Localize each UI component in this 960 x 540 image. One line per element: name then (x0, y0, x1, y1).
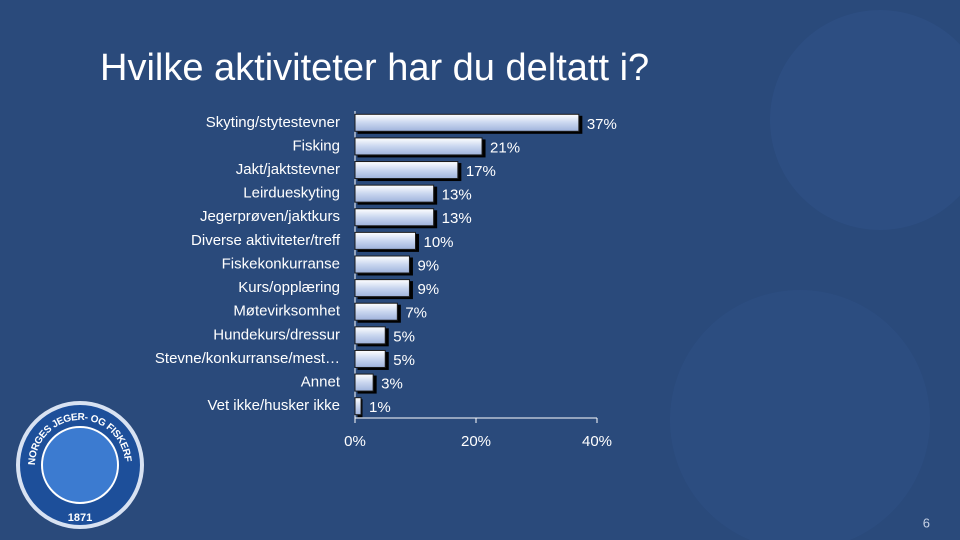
category-label: Stevne/konkurranse/mest… (155, 350, 340, 367)
value-label: 37% (587, 116, 617, 133)
category-label: Jakt/jaktstevner (236, 161, 340, 178)
bar (354, 302, 398, 321)
value-label: 5% (393, 352, 415, 369)
value-label: 9% (417, 257, 439, 274)
category-label: Kurs/opplæring (238, 279, 340, 296)
category-label: Møtevirksomhet (233, 303, 341, 320)
bar (354, 184, 435, 203)
category-label: Leirdueskyting (243, 185, 340, 202)
x-tick-label: 0% (344, 433, 366, 450)
bar (354, 137, 483, 156)
bar (354, 279, 410, 298)
value-label: 10% (424, 234, 454, 251)
chart: 0% 20% 40% Skyting/stytestevner 37% Fisking 21… (155, 111, 617, 450)
value-label: 3% (381, 376, 403, 393)
bar (354, 397, 362, 416)
category-label: Diverse aktiviteter/treff (191, 232, 341, 249)
value-label: 13% (442, 210, 472, 227)
bar (354, 255, 410, 274)
category-label: Hundekurs/dressur (213, 326, 340, 343)
decoration (770, 10, 960, 230)
logo-year: 1871 (68, 512, 92, 524)
value-label: 1% (369, 399, 391, 416)
value-label: 9% (417, 281, 439, 298)
bar (354, 349, 386, 368)
page-number: 6 (923, 515, 930, 530)
value-label: 17% (466, 163, 496, 180)
value-label: 21% (490, 139, 520, 156)
category-label: Fisking (292, 137, 340, 154)
value-label: 7% (405, 305, 427, 322)
slide-title: Hvilke aktiviteter har du deltatt i? (100, 47, 649, 89)
x-tick-label: 20% (461, 433, 491, 450)
bar (354, 326, 386, 345)
value-label: 13% (442, 187, 472, 204)
bar (354, 208, 435, 227)
logo-center (41, 426, 119, 504)
category-label: Fiskekonkurranse (222, 255, 340, 272)
category-label: Annet (301, 374, 341, 391)
category-label: Jegerprøven/jaktkurs (200, 208, 340, 225)
bar (354, 161, 459, 180)
value-label: 5% (393, 328, 415, 345)
x-tick-label: 40% (582, 433, 612, 450)
decoration (670, 290, 930, 540)
bar (354, 231, 416, 250)
bar (354, 113, 580, 132)
bar (354, 373, 374, 392)
category-label: Vet ikke/husker ikke (207, 397, 340, 414)
category-label: Skyting/stytestevner (206, 114, 340, 131)
